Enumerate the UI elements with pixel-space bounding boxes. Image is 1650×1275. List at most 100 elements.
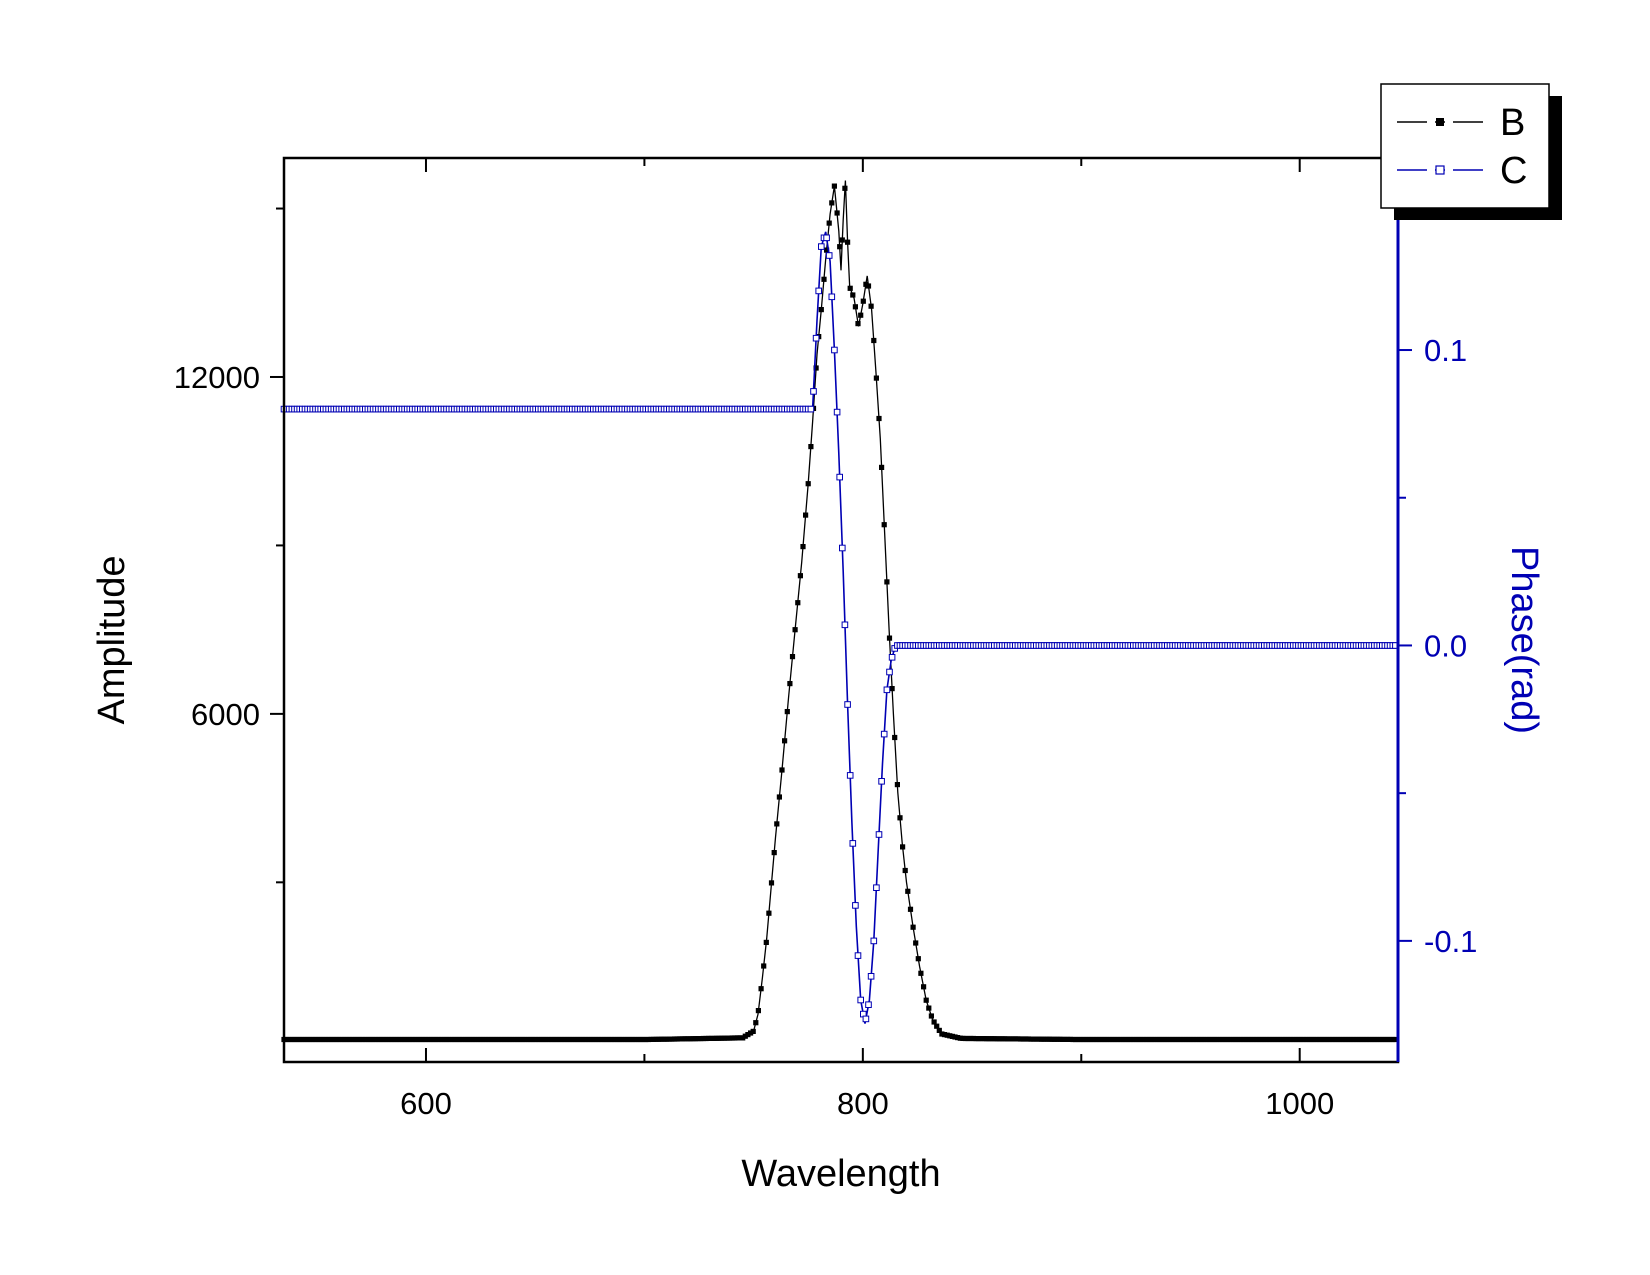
legend-label-b: B [1500,102,1525,144]
series-b-point-117 [588,1036,594,1043]
legend-marker-b [1436,118,1444,126]
series-b-point-234 [894,782,900,788]
series-b-point-271 [991,1036,997,1042]
series-b-point-109 [567,1036,573,1043]
series-b-point-150 [674,1036,680,1042]
series-b-point-248 [931,1019,937,1025]
series-b-point-129 [619,1036,625,1043]
series-b-point-266 [978,1036,984,1042]
series-b-point-318 [1114,1036,1121,1043]
series-b-point-201 [808,444,814,450]
series-b-point-148 [669,1036,675,1042]
series-b-point-382 [1282,1036,1288,1043]
series-b-point-276 [1004,1036,1010,1042]
series-b-point-389 [1301,1036,1307,1043]
series-b-point-206 [821,276,827,282]
legend-label-c: C [1500,150,1527,192]
series-c-point-225 [870,937,878,945]
series-b-point-316 [1109,1036,1115,1043]
series-b-point-125 [609,1036,615,1043]
series-b-point-195 [792,627,798,633]
series-b-point-162 [706,1035,712,1041]
series-b-point-200 [805,481,811,487]
series-b-point-337 [1164,1036,1170,1043]
series-b-point-120 [595,1036,602,1043]
series-b-point-287 [1033,1036,1039,1042]
series-c-point-226 [873,884,880,892]
series-b-point-357 [1217,1036,1223,1043]
series-c-point-227 [875,831,883,838]
series-c-point-222 [862,1015,870,1023]
series-b-point-68 [459,1036,465,1043]
series-b-point-181 [755,1008,761,1014]
series-line-c [284,231,1398,1024]
series-c-point-215 [844,701,851,708]
series-b-point-183 [761,963,767,969]
series-b-point-365 [1238,1036,1244,1043]
series-b-point-214 [842,185,848,191]
series-c-point-204 [815,287,823,295]
series-b-point-138 [643,1036,649,1043]
series-b-point-213 [839,237,845,243]
y-axis-right-title: Phase(rad) [1503,546,1545,734]
series-b-point-198 [800,544,806,550]
series-b-point-246 [926,1005,932,1011]
series-b-point-231 [886,635,893,641]
series-b-point-96 [533,1036,539,1043]
series-b-point-308 [1088,1036,1094,1043]
series-b-point-110 [569,1036,575,1043]
series-b-point-250 [936,1027,942,1033]
series-b-point-216 [847,285,853,291]
series-b-point-87 [509,1036,515,1043]
series-b-point-320 [1120,1036,1126,1043]
series-b-point-187 [771,850,777,856]
series-b-point-252 [941,1032,948,1038]
series-b-point-197 [797,573,803,579]
series-b-point-280 [1015,1036,1021,1042]
series-c-point-230 [883,686,891,694]
series-b-point-190 [779,767,785,773]
series-b-point-245 [923,997,929,1003]
series-b-point-210 [831,183,837,189]
series-b-point-270 [989,1036,995,1042]
series-b-point-82 [496,1036,502,1043]
series-b-point-378 [1272,1036,1278,1043]
series-b-point-380 [1277,1036,1283,1043]
series-c-point-210 [831,346,838,354]
series-b-point-134 [632,1036,638,1043]
series-b-point-167 [719,1035,725,1041]
series-c-point-218 [852,902,859,909]
series-c-point-223 [865,1001,872,1009]
y-left-tick-label-12000: 12000 [174,360,260,395]
series-b-point-237 [902,867,908,874]
series-b-point-230 [884,579,890,585]
series-b-point-189 [776,794,782,800]
x-tick-label-1000: 1000 [1265,1086,1334,1121]
y-right-tick-label-1: 0.0 [1424,628,1467,663]
series-b-point-40 [386,1036,392,1043]
series-b-point-220 [858,312,864,318]
series-c-point-202 [810,388,817,395]
series-b-point-199 [803,512,809,518]
series-b-point-249 [934,1023,940,1029]
series-b-point-106 [559,1036,565,1043]
series-b-point-291 [1044,1036,1050,1042]
series-b-point-146 [664,1036,670,1042]
series-b-point-232 [889,686,895,692]
legend-marker-c [1435,165,1445,175]
series-c-point-205 [818,243,825,250]
series-c-point-232 [888,654,896,661]
series-c-point-224 [867,973,875,980]
x-tick-label-800: 800 [837,1086,889,1121]
series-b-point-351 [1201,1036,1207,1043]
series-b-point-424 [1392,1036,1398,1043]
y-axis-left-title: Amplitude [91,556,133,725]
series-b-point-192 [784,709,790,715]
series-b-point-328 [1141,1036,1147,1043]
series-b-point-221 [860,298,866,304]
series-b-point-403 [1337,1036,1343,1043]
series-b-point-399 [1327,1036,1333,1043]
series-b-point-158 [695,1036,701,1042]
series-b-point-92 [522,1036,528,1043]
